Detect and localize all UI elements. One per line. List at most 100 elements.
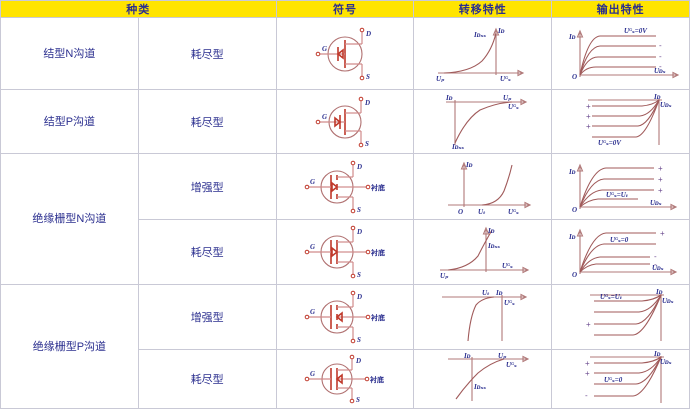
header-transfer: 转移特性 — [413, 0, 553, 18]
sign-marker: - — [659, 62, 662, 71]
output-curves-row4: Iᴅ Uᴳₛ=0 Uᴅₛ O + - - — [568, 228, 678, 279]
axis-label-uds: Uᴅₛ — [660, 101, 672, 109]
origin-label: O — [572, 73, 577, 81]
curve-label-ugs: Uᴳₛ=Uₜ — [600, 293, 623, 301]
axis-label-ugs: Uᴳₛ — [504, 299, 515, 307]
terminal-label-g: G — [322, 113, 327, 121]
transfer-chart-cell-row6: Iᴅ Uₚ Uᴳₛ Iᴅₛₛ — [413, 349, 553, 409]
axis-label-id: Iᴅ — [463, 352, 471, 360]
table-row: 耗尽型 — [1, 349, 690, 409]
annotation-ut: Uₜ — [478, 208, 486, 216]
substrate-label: 衬底 — [370, 183, 385, 192]
axis-label-ugs: Uᴳₛ — [502, 262, 513, 270]
axis-label-id: Iᴅ — [568, 233, 576, 241]
axis-label-id: Iᴅ — [568, 33, 576, 41]
symbol-cell-jfet-n: G D S — [275, 17, 415, 90]
axis-label-uds: Uᴅₛ — [652, 264, 664, 272]
transfer-chart-cell-row4: Iᴅ Iᴅₛₛ Uₚ Uᴳₛ — [413, 219, 553, 285]
curve-label-ugs: Uᴳₛ=0 — [610, 236, 629, 244]
axis-label-id: Iᴅ — [653, 93, 661, 101]
substrate-label: 衬底 — [370, 313, 385, 322]
axis-label-id: Iᴅ — [487, 227, 495, 235]
axis-label-id: Iᴅ — [497, 27, 505, 35]
axis-label-id: Iᴅ — [465, 161, 473, 169]
axis-label-id: Iᴅ — [568, 168, 576, 176]
annotation-ut: Uₜ — [482, 289, 490, 297]
transfer-curve-row4: Iᴅ Iᴅₛₛ Uₚ Uᴳₛ — [439, 226, 530, 280]
table-row: 绝缘栅型N沟道 增强型 — [0, 153, 690, 285]
annotation-up: Uₚ — [436, 75, 445, 83]
output-chart-cell-row4: Iᴅ Uᴳₛ=0 Uᴅₛ O + - - — [551, 219, 690, 285]
axis-label-ugs: Uᴳₛ — [508, 208, 519, 216]
sign-marker: + — [586, 112, 591, 121]
curve-label-ugs: Uᴳₛ=0V — [598, 139, 622, 147]
transfer-curve-row6: Iᴅ Uₚ Uᴳₛ Iᴅₛₛ — [447, 352, 530, 401]
curve-label-ugs: Uᴳₛ=0V — [624, 27, 648, 35]
table-row: 结型P沟道 耗尽型 G D — [0, 89, 690, 154]
sign-marker: + — [660, 229, 665, 238]
output-curves-row6: Iᴅ Uᴅₛ Uᴳₛ=0 + + - — [585, 350, 672, 403]
annotation-up: Uₚ — [503, 94, 512, 102]
mosfet-p-depletion-symbol: G D S 衬底 — [304, 354, 384, 404]
axis-label-ugs: Uᴳₛ — [506, 361, 517, 369]
category-cell-jfet-n: 结型N沟道 — [0, 17, 139, 90]
substrate-label: 衬底 — [369, 375, 384, 384]
mosfet-n-enhancement-symbol: G D S 衬底 — [304, 160, 385, 214]
transfer-curve-row1: Iᴅ Iᴅₛₛ Uₚ Uᴳₛ — [436, 27, 525, 83]
output-curves-row2: Iᴅ Uᴅₛ Uᴳₛ=0V + + + — [586, 93, 672, 147]
axis-label-uds: Uᴅₛ — [660, 358, 672, 366]
terminal-label-s: S — [356, 396, 360, 404]
symbol-cell-mosfet-p-dep: G D S 衬底 — [275, 349, 415, 409]
sign-marker: - — [659, 41, 662, 50]
subtype-cell: 耗尽型 — [137, 89, 277, 154]
subtype-cell: 耗尽型 — [137, 17, 277, 90]
header-output: 输出特性 — [551, 0, 690, 18]
symbol-cell-mosfet-n-dep: G D S 衬底 — [275, 219, 415, 285]
terminal-label-g: G — [310, 370, 315, 378]
sign-marker: - — [654, 260, 657, 269]
terminal-label-d: D — [356, 293, 362, 301]
annotation-idss: Iᴅₛₛ — [473, 31, 486, 39]
sign-marker: + — [658, 164, 663, 173]
curve-label-ugs: Uᴳₛ=0 — [604, 376, 623, 384]
sign-marker: - — [659, 52, 662, 61]
transfer-curve-row2: Iᴅ Uₚ Uᴳₛ Iᴅₛₛ — [445, 94, 528, 151]
table-row: 耗尽型 — [1, 219, 690, 285]
sign-marker: + — [586, 320, 591, 329]
output-chart-cell-row2: Iᴅ Uᴅₛ Uᴳₛ=0V + + + — [551, 89, 690, 154]
output-curves-row1: Iᴅ Uᴳₛ=0V Uᴅₛ O - - - — [568, 27, 680, 81]
axis-label-id: Iᴅ — [655, 288, 663, 296]
axis-label-uds: Uᴅₛ — [654, 67, 666, 75]
header-symbol: 符号 — [275, 0, 415, 18]
terminal-label-d: D — [364, 99, 370, 107]
terminal-label-s: S — [357, 336, 361, 344]
subtype-cell: 增强型 — [137, 284, 277, 350]
terminal-label-s: S — [357, 271, 361, 279]
curve-label-ugs: Uᴳₛ=Uₜ — [606, 191, 629, 199]
annotation-up: Uₚ — [498, 352, 507, 360]
terminal-label-d: D — [355, 357, 361, 365]
annotation-up: Uₚ — [440, 272, 449, 280]
terminal-label-g: G — [310, 178, 315, 186]
transfer-curve-row3: Iᴅ O Uₜ Uᴳₛ — [447, 161, 532, 216]
substrate-label: 衬底 — [370, 248, 385, 257]
origin-label: O — [458, 208, 463, 216]
table-header-row: 种类 符号 转移特性 输出特性 — [0, 0, 690, 18]
symbol-cell-jfet-p: G D S — [275, 89, 415, 154]
sign-marker: - — [585, 391, 588, 400]
sign-marker: + — [658, 175, 663, 184]
sign-marker: + — [586, 122, 591, 131]
terminal-label-d: D — [365, 30, 371, 38]
sign-marker: - — [654, 252, 657, 261]
annotation-idss: Iᴅₛₛ — [473, 383, 486, 391]
subtype-cell: 耗尽型 — [137, 349, 277, 409]
annotation-idss: Iᴅₛₛ — [451, 143, 464, 151]
origin-label: O — [572, 271, 577, 279]
annotation-idss: Iᴅₛₛ — [487, 242, 500, 250]
axis-label-id: Iᴅ — [445, 94, 453, 102]
subtype-cell: 耗尽型 — [137, 219, 277, 285]
output-chart-cell-row5: Iᴅ Uᴅₛ Uᴳₛ=Uₜ + — [551, 284, 690, 350]
transfer-chart-cell-row1: Iᴅ Iᴅₛₛ Uₚ Uᴳₛ — [413, 17, 553, 90]
output-curves-row5: Iᴅ Uᴅₛ Uᴳₛ=Uₜ + — [586, 288, 674, 341]
